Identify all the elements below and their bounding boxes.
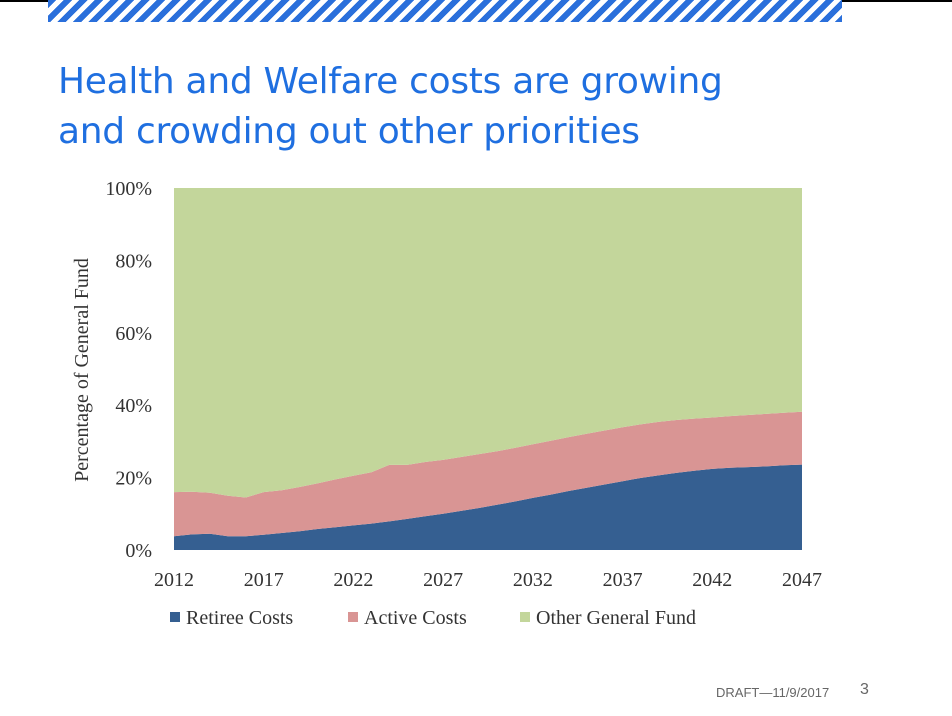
x-tick-label: 2032 (513, 569, 553, 591)
x-tick-label: 2037 (603, 569, 643, 591)
footer-draft-date: DRAFT—11/9/2017 (716, 685, 830, 700)
x-tick-label: 2017 (244, 569, 284, 591)
area-retiree-costs (174, 464, 802, 550)
x-tick-label: 2012 (154, 569, 194, 591)
y-axis-ticks: 0% 20% 40% 60% 80% 100% (105, 178, 152, 562)
x-tick-label: 2022 (333, 569, 373, 591)
legend-swatch-active-costs (348, 612, 358, 622)
y-tick-label: 100% (105, 178, 152, 200)
x-tick-label: 2042 (692, 569, 732, 591)
x-tick-label: 2047 (782, 569, 822, 591)
x-tick-label: 2027 (423, 569, 463, 591)
legend-swatch-other-general-fund (520, 612, 530, 622)
slide-title-line-1: Health and Welfare costs are growing (58, 61, 723, 102)
chart-legend: Retiree Costs Active Costs Other General F… (170, 607, 696, 629)
chart-areas (174, 188, 802, 550)
area-active-costs (174, 411, 802, 537)
decorative-stripe-banner (48, 0, 842, 22)
legend-swatch-retiree-costs (170, 612, 180, 622)
slide-title: Health and Welfare costs are growing and… (58, 57, 723, 157)
y-tick-label: 80% (115, 250, 152, 272)
slide-title-line-2: and crowding out other priorities (58, 111, 640, 152)
stacked-area-chart: 0%20%40%60%80%100% 2012 2017 2022 2027 2032 2… (71, 178, 822, 629)
y-axis-label: Percentage of General Fund (71, 258, 93, 482)
area-other-general-fund (174, 188, 802, 498)
y-tick-label: 0% (125, 540, 152, 562)
legend-label-other-general-fund: Other General Fund (536, 607, 696, 629)
legend-label-active-costs: Active Costs (364, 607, 467, 629)
y-tick-label: 20% (115, 468, 152, 490)
y-tick-label: 40% (115, 395, 152, 417)
y-tick-label: 60% (115, 323, 152, 345)
legend-label-retiree-costs: Retiree Costs (186, 607, 293, 629)
x-axis-ticks: 2012 2017 2022 2027 2032 2037 2042 2047 (154, 569, 822, 591)
page-number: 3 (860, 681, 869, 698)
